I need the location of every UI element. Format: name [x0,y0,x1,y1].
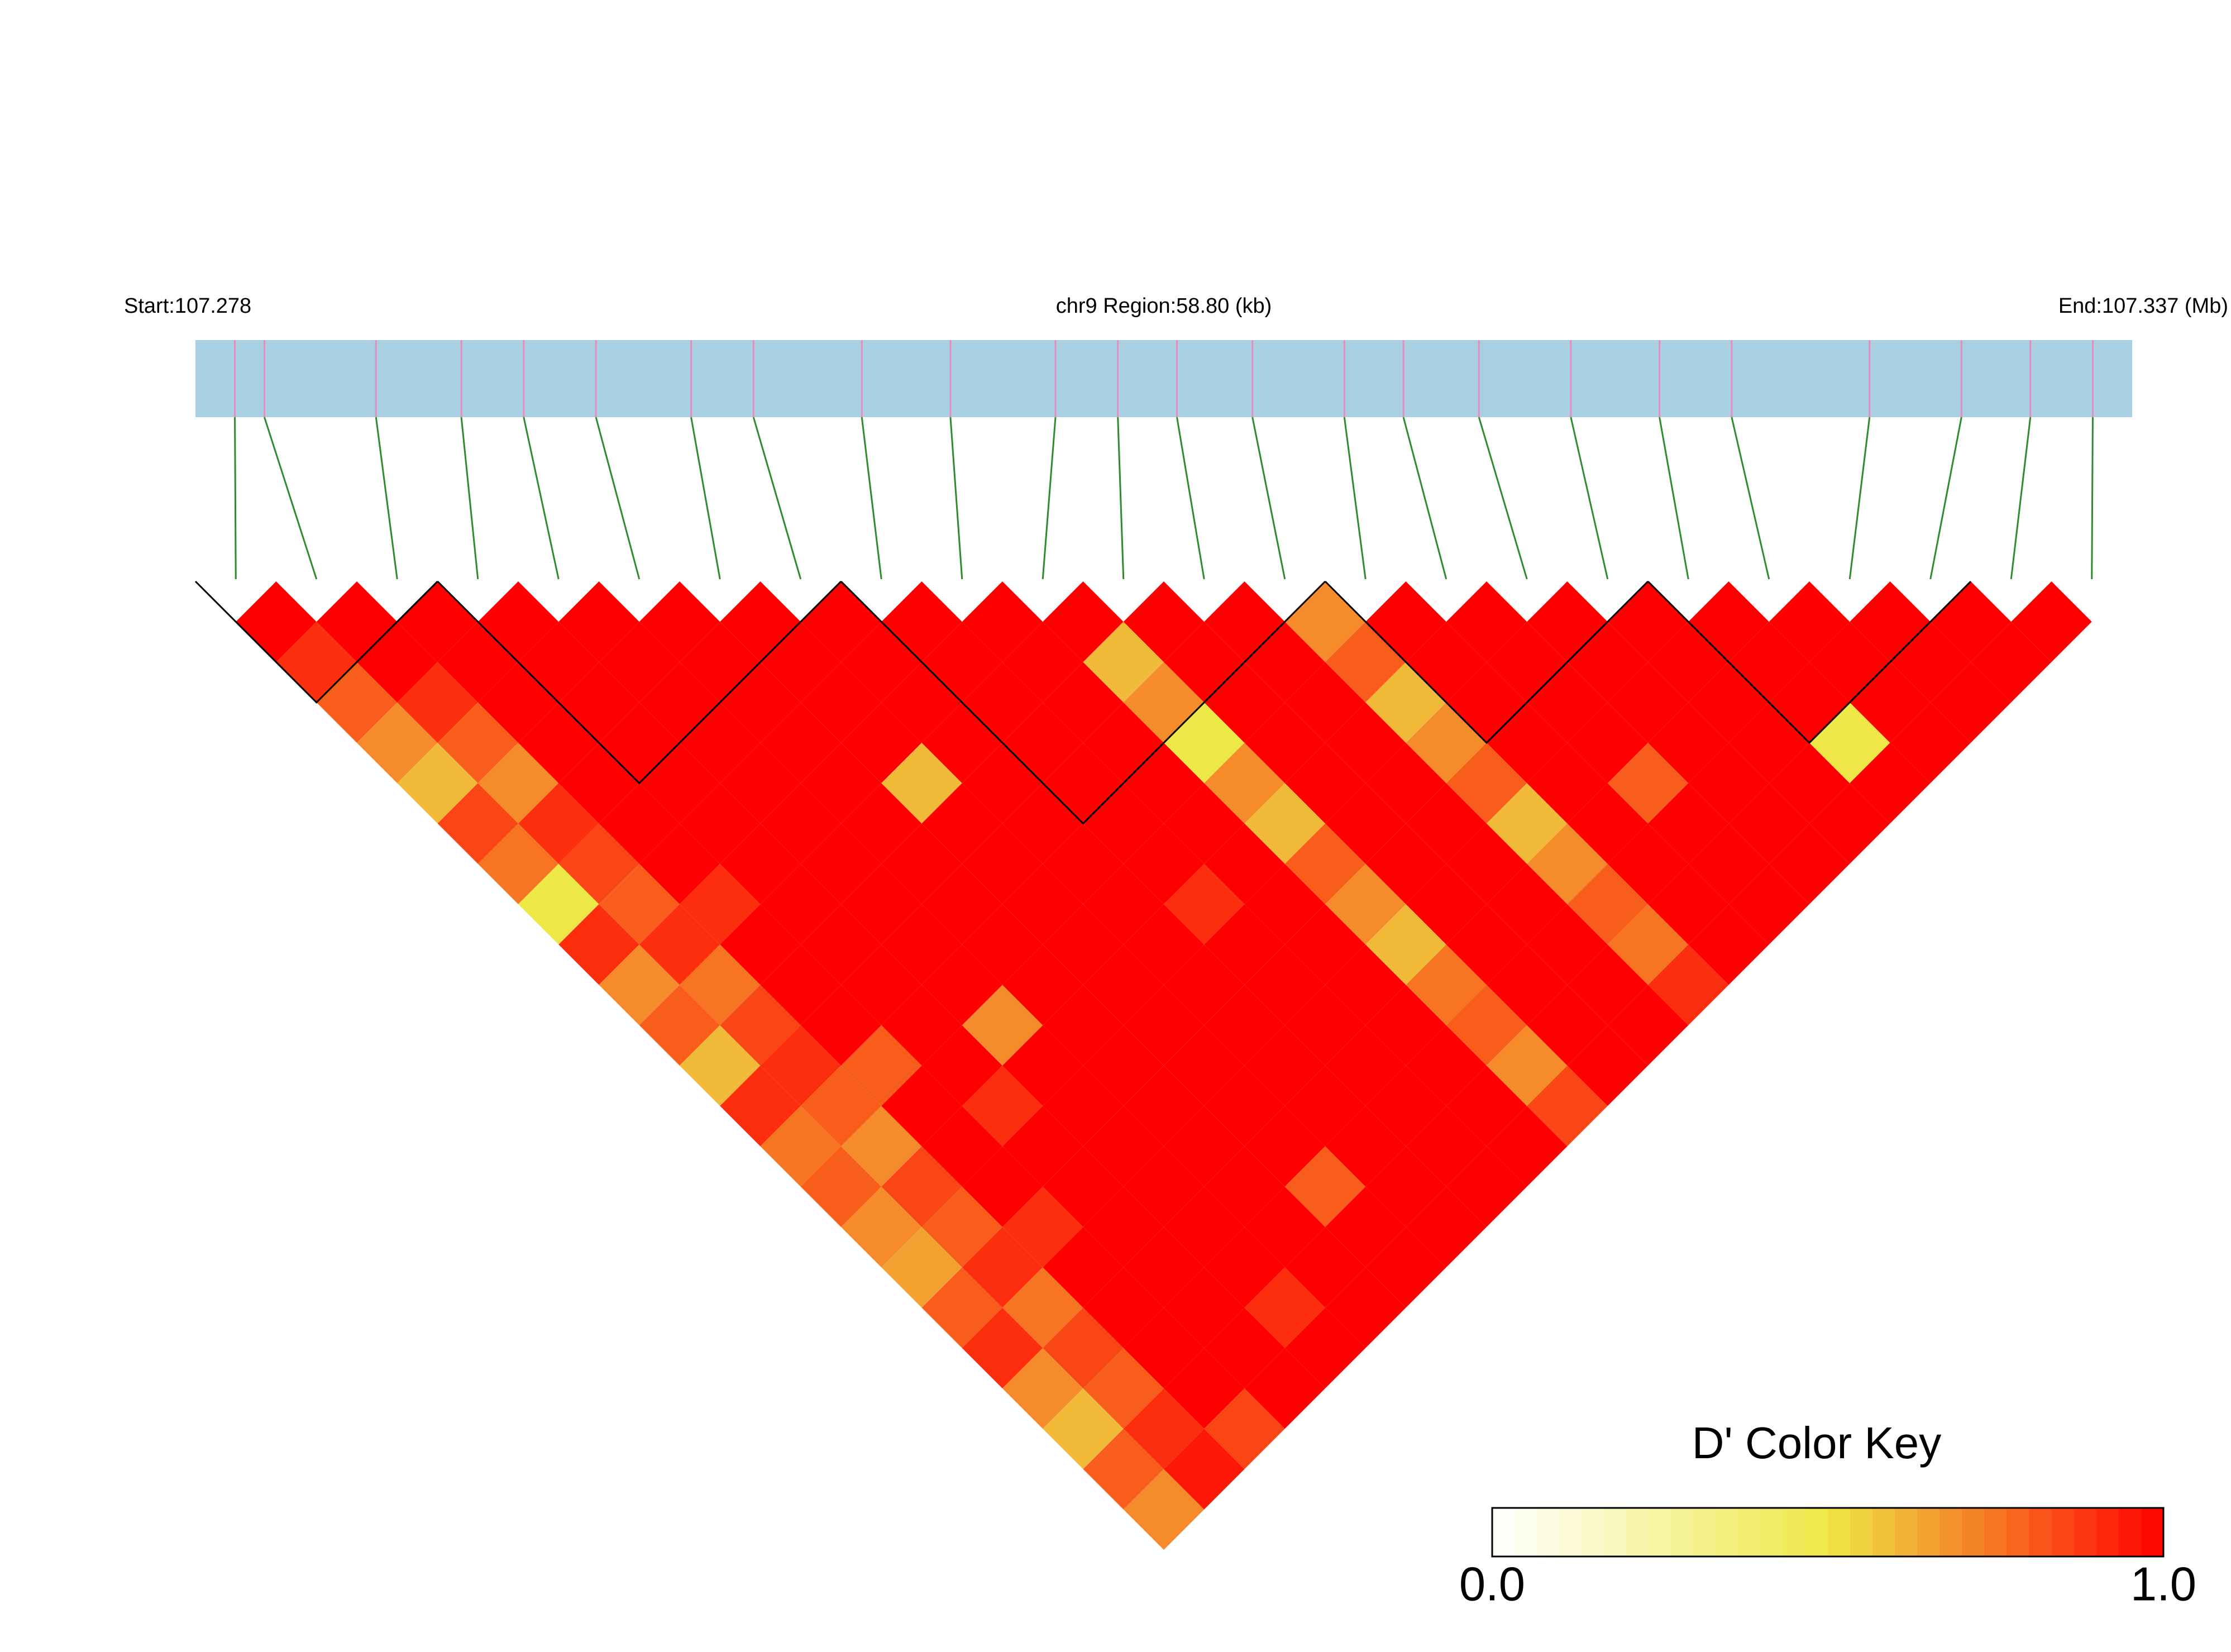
snp-connector [949,417,963,580]
snp-connector [595,417,641,580]
colorkey-step [1671,1508,1694,1556]
snp-connector [1343,417,1367,580]
snp-connector [1251,417,1286,580]
ld-block [194,580,438,704]
region-label: chr9 Region:58.80 (kb) [1056,294,1272,318]
colorkey-step [1939,1508,1963,1556]
colorkey-step [1962,1508,1985,1556]
snp-connector [1117,417,1125,580]
colorkey-step [1917,1508,1941,1556]
colorkey-step [2007,1508,2030,1556]
colorkey-step [2096,1508,2119,1556]
ld-block [437,580,842,785]
snp-connector [1659,417,1689,580]
snp-connector [460,417,479,580]
colorkey-step [1783,1508,1806,1556]
colorkey-step [1760,1508,1784,1556]
colorkey-step [1649,1508,1672,1556]
snp-connector [264,417,318,580]
colorkey-step [1872,1508,1896,1556]
snp-connector [1176,417,1205,580]
colorkey-step [1693,1508,1717,1556]
colorkey-step [1984,1508,2008,1556]
ld-block [1324,580,1649,744]
colorkey-step [1850,1508,1874,1556]
snp-connector [752,417,802,580]
colorkey-tick-label: 1.0 [2130,1558,2196,1611]
colorkey-step [1716,1508,1739,1556]
snp-connector [234,417,237,580]
colorkey-step [2051,1508,2075,1556]
start-label: Start:107.278 [124,294,251,318]
colorkey-step [1604,1508,1627,1556]
colorkey-step [1895,1508,1918,1556]
colorkey-tick-label: 0.0 [1459,1558,1525,1611]
colorkey-step [1559,1508,1583,1556]
snp-connector [2010,417,2032,580]
colorkey-title: D' Color Key [1692,1418,1942,1468]
colorkey-step [1805,1508,1828,1556]
colorkey-step [2141,1508,2164,1556]
colorkey-step [1492,1508,1516,1556]
colorkey-step [1515,1508,1538,1556]
ld-block [1647,580,1972,744]
snp-connector [375,417,398,580]
colorkey-step [1537,1508,1560,1556]
colorkey-step [1738,1508,1761,1556]
snp-connector [2091,417,2094,580]
snp-connector [1402,417,1447,580]
colorkey-step [1828,1508,1851,1556]
colorkey-frame [1491,1507,2165,1558]
colorkey-step [1626,1508,1650,1556]
snp-connector [1731,417,1770,580]
snp-connector [690,417,721,580]
colorkey-step [2118,1508,2142,1556]
colorkey-step [2074,1508,2097,1556]
snp-connector [1848,417,1871,580]
snp-connector [1570,417,1609,580]
end-label: End:107.337 (Mb) [2058,294,2228,318]
snp-connector [1042,417,1057,580]
colorkey-step [1582,1508,1605,1556]
ld-cell [2011,581,2092,662]
colorkey-step [2029,1508,2052,1556]
snp-connector [861,417,882,580]
ld-block [840,580,1326,825]
snp-track [195,340,2132,417]
snp-connector [523,417,560,580]
snp-connector [1478,417,1528,580]
snp-connector [1929,417,1962,580]
